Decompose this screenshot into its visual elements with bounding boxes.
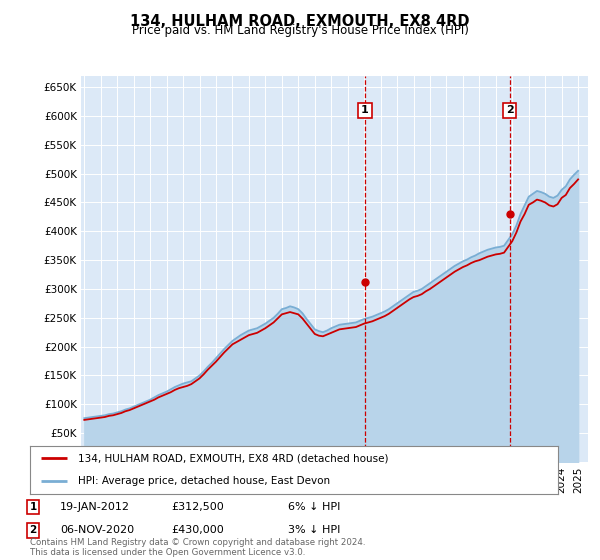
Text: Price paid vs. HM Land Registry's House Price Index (HPI): Price paid vs. HM Land Registry's House … bbox=[131, 24, 469, 37]
Text: £430,000: £430,000 bbox=[171, 525, 224, 535]
Text: 2: 2 bbox=[29, 525, 37, 535]
Text: 6% ↓ HPI: 6% ↓ HPI bbox=[288, 502, 340, 512]
Text: 1: 1 bbox=[29, 502, 37, 512]
Text: Contains HM Land Registry data © Crown copyright and database right 2024.
This d: Contains HM Land Registry data © Crown c… bbox=[30, 538, 365, 557]
Text: 134, HULHAM ROAD, EXMOUTH, EX8 4RD: 134, HULHAM ROAD, EXMOUTH, EX8 4RD bbox=[130, 14, 470, 29]
Text: 134, HULHAM ROAD, EXMOUTH, EX8 4RD (detached house): 134, HULHAM ROAD, EXMOUTH, EX8 4RD (deta… bbox=[77, 453, 388, 463]
Text: 1: 1 bbox=[361, 105, 369, 115]
Text: HPI: Average price, detached house, East Devon: HPI: Average price, detached house, East… bbox=[77, 475, 329, 486]
Text: 3% ↓ HPI: 3% ↓ HPI bbox=[288, 525, 340, 535]
Text: 06-NOV-2020: 06-NOV-2020 bbox=[60, 525, 134, 535]
Text: £312,500: £312,500 bbox=[171, 502, 224, 512]
Text: 19-JAN-2012: 19-JAN-2012 bbox=[60, 502, 130, 512]
Text: 2: 2 bbox=[506, 105, 514, 115]
